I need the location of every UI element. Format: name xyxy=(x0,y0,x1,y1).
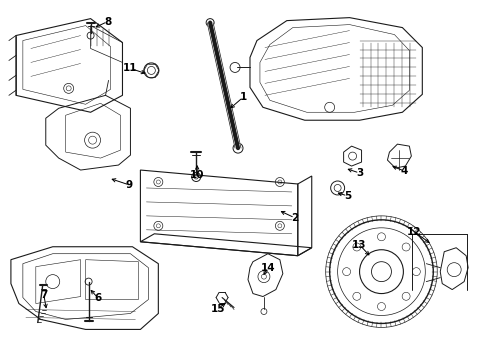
Text: 15: 15 xyxy=(211,303,225,314)
Text: 7: 7 xyxy=(40,289,48,300)
Text: 13: 13 xyxy=(352,240,367,250)
Text: 4: 4 xyxy=(401,166,408,176)
Text: 12: 12 xyxy=(407,227,421,237)
Text: 10: 10 xyxy=(190,170,204,180)
Text: 2: 2 xyxy=(291,213,298,223)
Text: 3: 3 xyxy=(356,168,363,178)
Text: 9: 9 xyxy=(126,180,133,190)
Text: 6: 6 xyxy=(94,293,101,302)
Text: 11: 11 xyxy=(123,63,138,73)
Text: 1: 1 xyxy=(240,92,246,102)
Text: 5: 5 xyxy=(344,191,351,201)
Text: 8: 8 xyxy=(104,17,111,27)
Text: 14: 14 xyxy=(261,263,275,273)
